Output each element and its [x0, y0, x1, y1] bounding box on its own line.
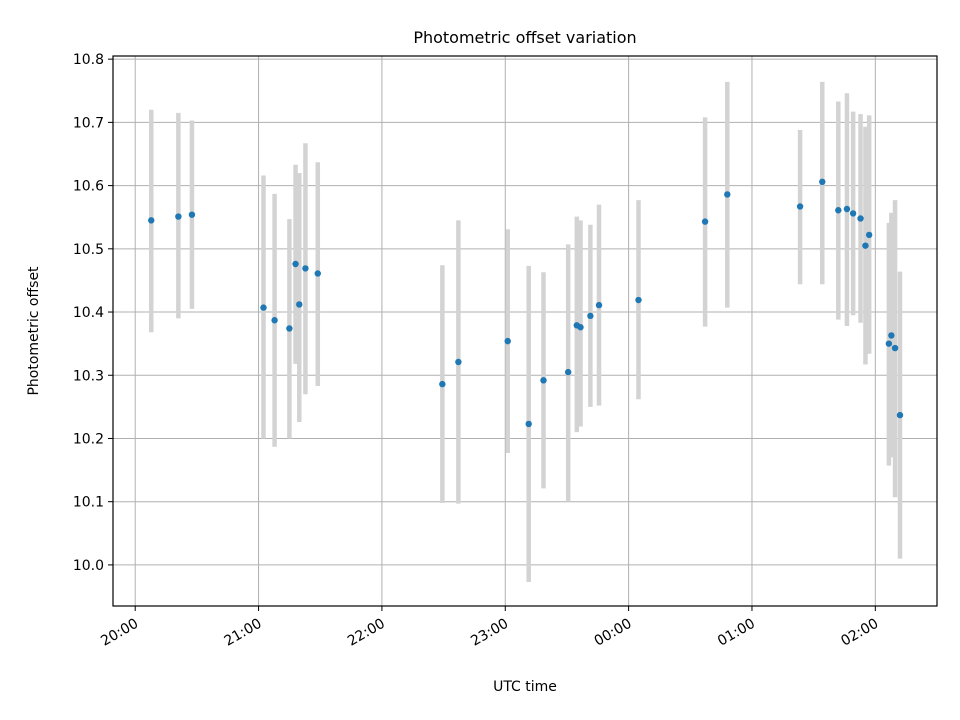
y-axis-ticks: 10.0 10.1 10.2 10.3 10.4 10.5 10.6 10.7 10.8 — [73, 52, 113, 574]
data-point — [891, 344, 899, 352]
data-point — [819, 178, 826, 186]
y-tick-label: 10.8 — [73, 52, 104, 68]
data-point — [175, 213, 182, 220]
y-tick-label: 10.0 — [73, 558, 104, 574]
data-point — [302, 265, 309, 272]
data-point — [148, 217, 155, 224]
y-tick-label: 10.2 — [73, 431, 104, 447]
chart-title: Photometric offset variation — [413, 28, 636, 47]
y-tick-label: 10.7 — [73, 115, 104, 131]
data-point — [865, 231, 873, 239]
data-point — [843, 205, 851, 213]
data-point — [504, 337, 511, 345]
data-point — [455, 358, 462, 366]
data-point — [296, 301, 303, 308]
data-point — [595, 301, 603, 309]
data-point — [701, 218, 709, 225]
data-point — [260, 304, 267, 311]
data-point — [525, 420, 532, 428]
data-point — [188, 211, 196, 218]
data-points — [148, 178, 904, 428]
data-point — [635, 296, 642, 304]
data-point — [796, 203, 804, 210]
data-point — [540, 377, 547, 384]
data-point — [564, 368, 572, 376]
data-point — [896, 411, 904, 419]
data-point — [835, 207, 842, 214]
data-point — [888, 332, 895, 339]
plot-frame — [112, 55, 938, 607]
data-point — [439, 380, 446, 388]
y-tick-label: 10.1 — [73, 495, 104, 511]
data-point — [292, 260, 299, 268]
data-point — [857, 215, 864, 222]
data-point — [314, 270, 321, 277]
data-point — [849, 210, 857, 217]
data-point — [724, 191, 731, 198]
y-axis-label: Photometric offset — [26, 266, 42, 396]
data-point — [862, 242, 869, 249]
x-axis-label: UTC time — [493, 679, 557, 695]
data-point — [577, 324, 584, 331]
data-point — [286, 325, 293, 332]
data-point — [885, 340, 893, 347]
data-point — [271, 317, 278, 324]
y-tick-label: 10.3 — [73, 368, 104, 384]
y-tick-label: 10.5 — [73, 242, 104, 258]
data-point — [587, 312, 594, 320]
y-tick-label: 10.6 — [73, 179, 104, 195]
y-tick-label: 10.4 — [73, 305, 104, 321]
